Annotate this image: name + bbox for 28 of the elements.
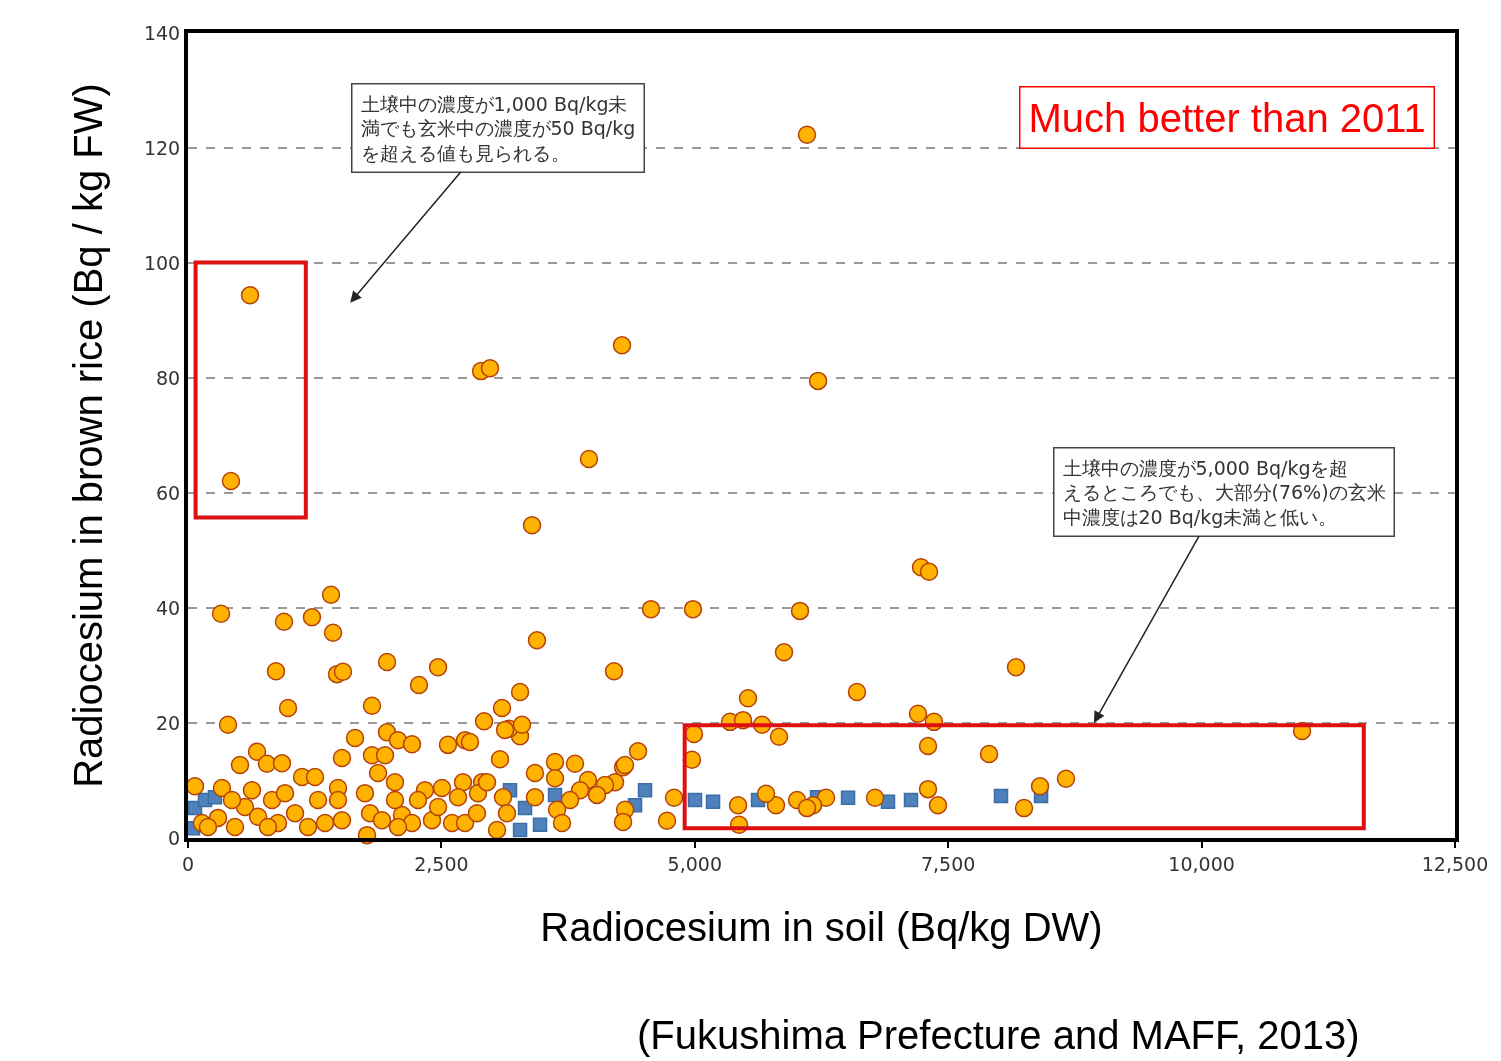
- x-tick-label: 12,500: [1421, 852, 1489, 875]
- point: [903, 792, 919, 808]
- y-tick-label: 140: [143, 21, 181, 44]
- x-tick-label: 5,000: [667, 852, 722, 875]
- x-tick-label: 10,000: [1168, 852, 1235, 875]
- x-axis-title: Radiocesium in soil (Bq/kg DW): [540, 904, 1103, 949]
- x-tick-label: 7,500: [921, 852, 976, 875]
- x-tick-label: 2,500: [414, 852, 469, 875]
- point: [532, 817, 548, 833]
- y-tick-label: 20: [156, 711, 181, 734]
- annotation: 土壌中の濃度が1,000 Bq/kg未満でも玄米中の濃度が50 Bq/kgを超える値も見られる。: [360, 92, 636, 164]
- annotation: 土壌中の濃度が5,000 Bq/kgを超えるところでも、大部分(76%)の玄米中濃度は20 Bq/kg未満と低い。: [1062, 456, 1386, 528]
- point: [840, 790, 856, 805]
- y-tick-label: 60: [156, 481, 181, 504]
- y-tick-label: 80: [156, 366, 181, 389]
- point: [512, 822, 528, 838]
- point: [993, 788, 1009, 804]
- text: (Fukushima Prefecture and MAFF, 2013): [637, 1013, 1360, 1057]
- y-tick-label: 120: [143, 136, 181, 159]
- y-tick-label: 0: [168, 826, 181, 849]
- y-axis-title: Radiocesium in brown rice (Bq / kg FW): [65, 83, 110, 788]
- x-tick-label: 0: [181, 852, 195, 875]
- point: [637, 783, 653, 798]
- point: [705, 794, 721, 810]
- y-tick-label: 40: [156, 596, 181, 619]
- point: [687, 792, 703, 808]
- annotation: Much better than 2011: [1028, 95, 1426, 140]
- y-tick-label: 100: [143, 251, 181, 274]
